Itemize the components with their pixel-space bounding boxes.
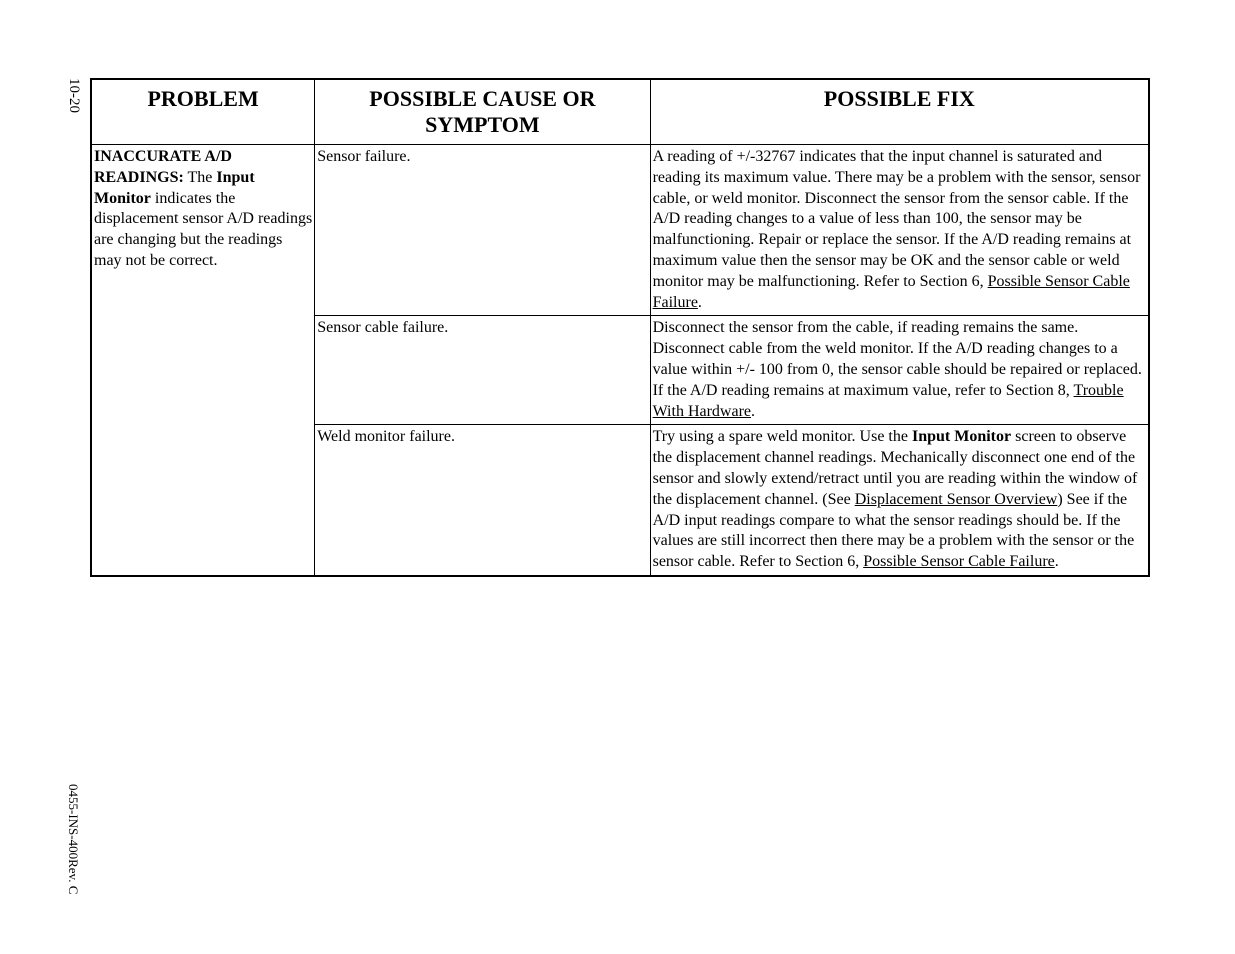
page-number: 10-20 bbox=[65, 78, 82, 113]
table-row: INACCURATE A/D READINGS: The Input Monit… bbox=[91, 145, 1149, 316]
troubleshooting-table-container: PROBLEM POSSIBLE CAUSE OR SYMPTOM POSSIB… bbox=[90, 78, 1150, 577]
table-header-row: PROBLEM POSSIBLE CAUSE OR SYMPTOM POSSIB… bbox=[91, 79, 1149, 145]
fix-text: Disconnect the sensor from the cable, if… bbox=[653, 319, 1142, 398]
fix-text: Try using a spare weld monitor. Use the bbox=[653, 428, 912, 445]
cause-cell: Sensor failure. bbox=[315, 145, 650, 316]
fix-link: Displacement Sensor Overview bbox=[855, 491, 1058, 508]
header-problem: PROBLEM bbox=[91, 79, 315, 145]
fix-cell: Disconnect the sensor from the cable, if… bbox=[650, 316, 1149, 425]
fix-bold: Input Monitor bbox=[912, 428, 1011, 445]
fix-cell: Try using a spare weld monitor. Use the … bbox=[650, 425, 1149, 576]
troubleshooting-table: PROBLEM POSSIBLE CAUSE OR SYMPTOM POSSIB… bbox=[90, 78, 1150, 577]
cause-cell: Sensor cable failure. bbox=[315, 316, 650, 425]
doc-id: 0455-INS-400Rev. C bbox=[65, 784, 81, 894]
header-cause: POSSIBLE CAUSE OR SYMPTOM bbox=[315, 79, 650, 145]
fix-text: . bbox=[751, 403, 755, 420]
problem-text1: The bbox=[184, 169, 217, 186]
fix-text: A reading of +/-32767 indicates that the… bbox=[653, 148, 1141, 290]
problem-cell: INACCURATE A/D READINGS: The Input Monit… bbox=[91, 145, 315, 576]
fix-cell: A reading of +/-32767 indicates that the… bbox=[650, 145, 1149, 316]
cause-cell: Weld monitor failure. bbox=[315, 425, 650, 576]
fix-text: . bbox=[698, 294, 702, 311]
header-fix: POSSIBLE FIX bbox=[650, 79, 1149, 145]
fix-text: . bbox=[1055, 553, 1059, 570]
fix-link: Possible Sensor Cable Failure bbox=[863, 553, 1055, 570]
